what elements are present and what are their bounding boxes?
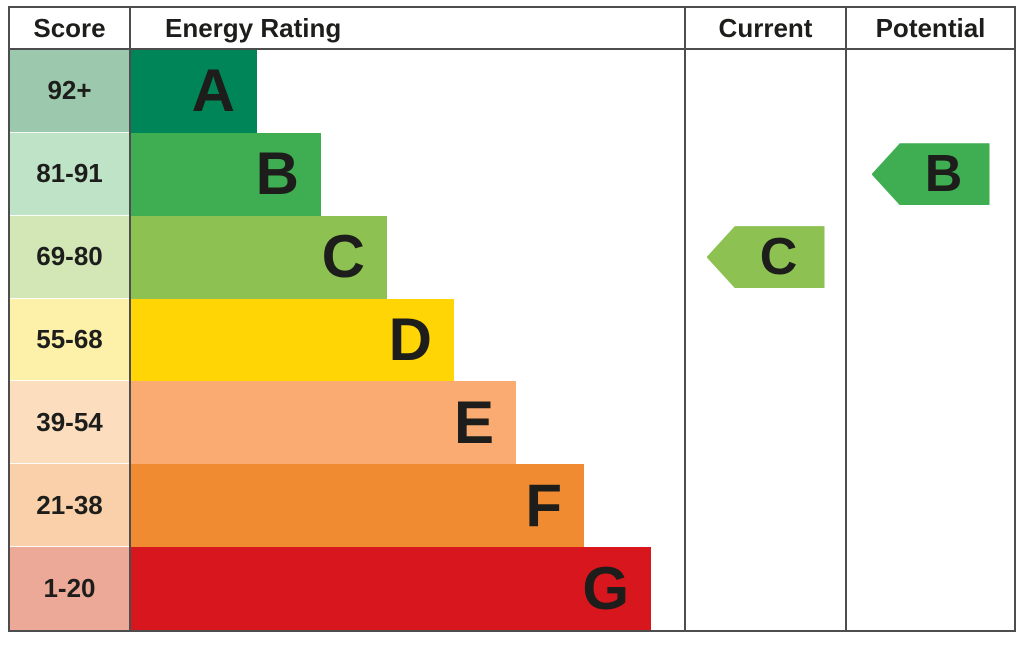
band-row-a: 92+ A xyxy=(10,50,1014,133)
header-current: Current xyxy=(684,8,845,48)
band-bar-g: G xyxy=(131,547,651,631)
current-cell-f xyxy=(684,464,845,548)
current-cell-d xyxy=(684,298,845,382)
current-cell-e xyxy=(684,381,845,465)
current-cell-a xyxy=(684,50,845,133)
band-bar-d: D xyxy=(131,298,454,382)
potential-cell-b: B xyxy=(845,132,1014,216)
band-letter-g: G xyxy=(582,554,629,622)
chart-header: Score Energy Rating Current Potential xyxy=(10,8,1014,50)
band-bar-e: E xyxy=(131,381,516,465)
band-letter-c: C xyxy=(321,223,365,291)
rating-cell-g: G xyxy=(129,547,684,631)
band-row-f: 21-38 F xyxy=(10,464,1014,548)
score-range-b: 81-91 xyxy=(10,132,129,216)
band-bar-a: A xyxy=(131,50,257,133)
chart-body: 92+ A 81-91 B B 69-80 C C 55-68 D 39-54 E 21-38 F 1-20… xyxy=(10,50,1014,631)
potential-cell-c xyxy=(845,215,1014,299)
band-letter-a: A xyxy=(191,57,235,125)
rating-cell-a: A xyxy=(129,50,684,133)
score-range-g: 1-20 xyxy=(10,547,129,631)
score-range-e: 39-54 xyxy=(10,381,129,465)
potential-cell-e xyxy=(845,381,1014,465)
score-range-a: 92+ xyxy=(10,50,129,133)
band-bar-b: B xyxy=(131,132,321,216)
band-row-g: 1-20 G xyxy=(10,547,1014,631)
potential-cell-f xyxy=(845,464,1014,548)
band-bar-f: F xyxy=(131,464,584,548)
potential-cell-d xyxy=(845,298,1014,382)
band-row-c: 69-80 C C xyxy=(10,215,1014,299)
band-bar-c: C xyxy=(131,215,387,299)
current-cell-c: C xyxy=(684,215,845,299)
band-letter-f: F xyxy=(525,471,562,539)
header-energy-rating: Energy Rating xyxy=(129,8,684,48)
current-cell-g xyxy=(684,547,845,631)
potential-rating-arrow: B xyxy=(871,143,990,206)
current-rating-arrow: C xyxy=(706,226,825,289)
band-row-b: 81-91 B B xyxy=(10,132,1014,216)
rating-cell-c: C xyxy=(129,215,684,299)
header-score: Score xyxy=(33,12,106,43)
score-range-f: 21-38 xyxy=(10,464,129,548)
epc-energy-rating-chart: Score Energy Rating Current Potential 92… xyxy=(8,6,1016,632)
band-letter-d: D xyxy=(388,306,432,373)
potential-rating-arrow-letter: B xyxy=(924,145,963,204)
score-range-d: 55-68 xyxy=(10,298,129,382)
rating-cell-e: E xyxy=(129,381,684,465)
potential-cell-g xyxy=(845,547,1014,631)
current-cell-b xyxy=(684,132,845,216)
band-row-e: 39-54 E xyxy=(10,381,1014,465)
current-rating-arrow-letter: C xyxy=(759,228,798,287)
band-row-d: 55-68 D xyxy=(10,298,1014,382)
rating-cell-f: F xyxy=(129,464,684,548)
score-range-c: 69-80 xyxy=(10,215,129,299)
band-letter-e: E xyxy=(453,388,494,456)
rating-cell-d: D xyxy=(129,298,684,382)
band-letter-b: B xyxy=(255,140,299,208)
rating-cell-b: B xyxy=(129,132,684,216)
header-potential: Potential xyxy=(845,8,1014,48)
potential-cell-a xyxy=(845,50,1014,133)
